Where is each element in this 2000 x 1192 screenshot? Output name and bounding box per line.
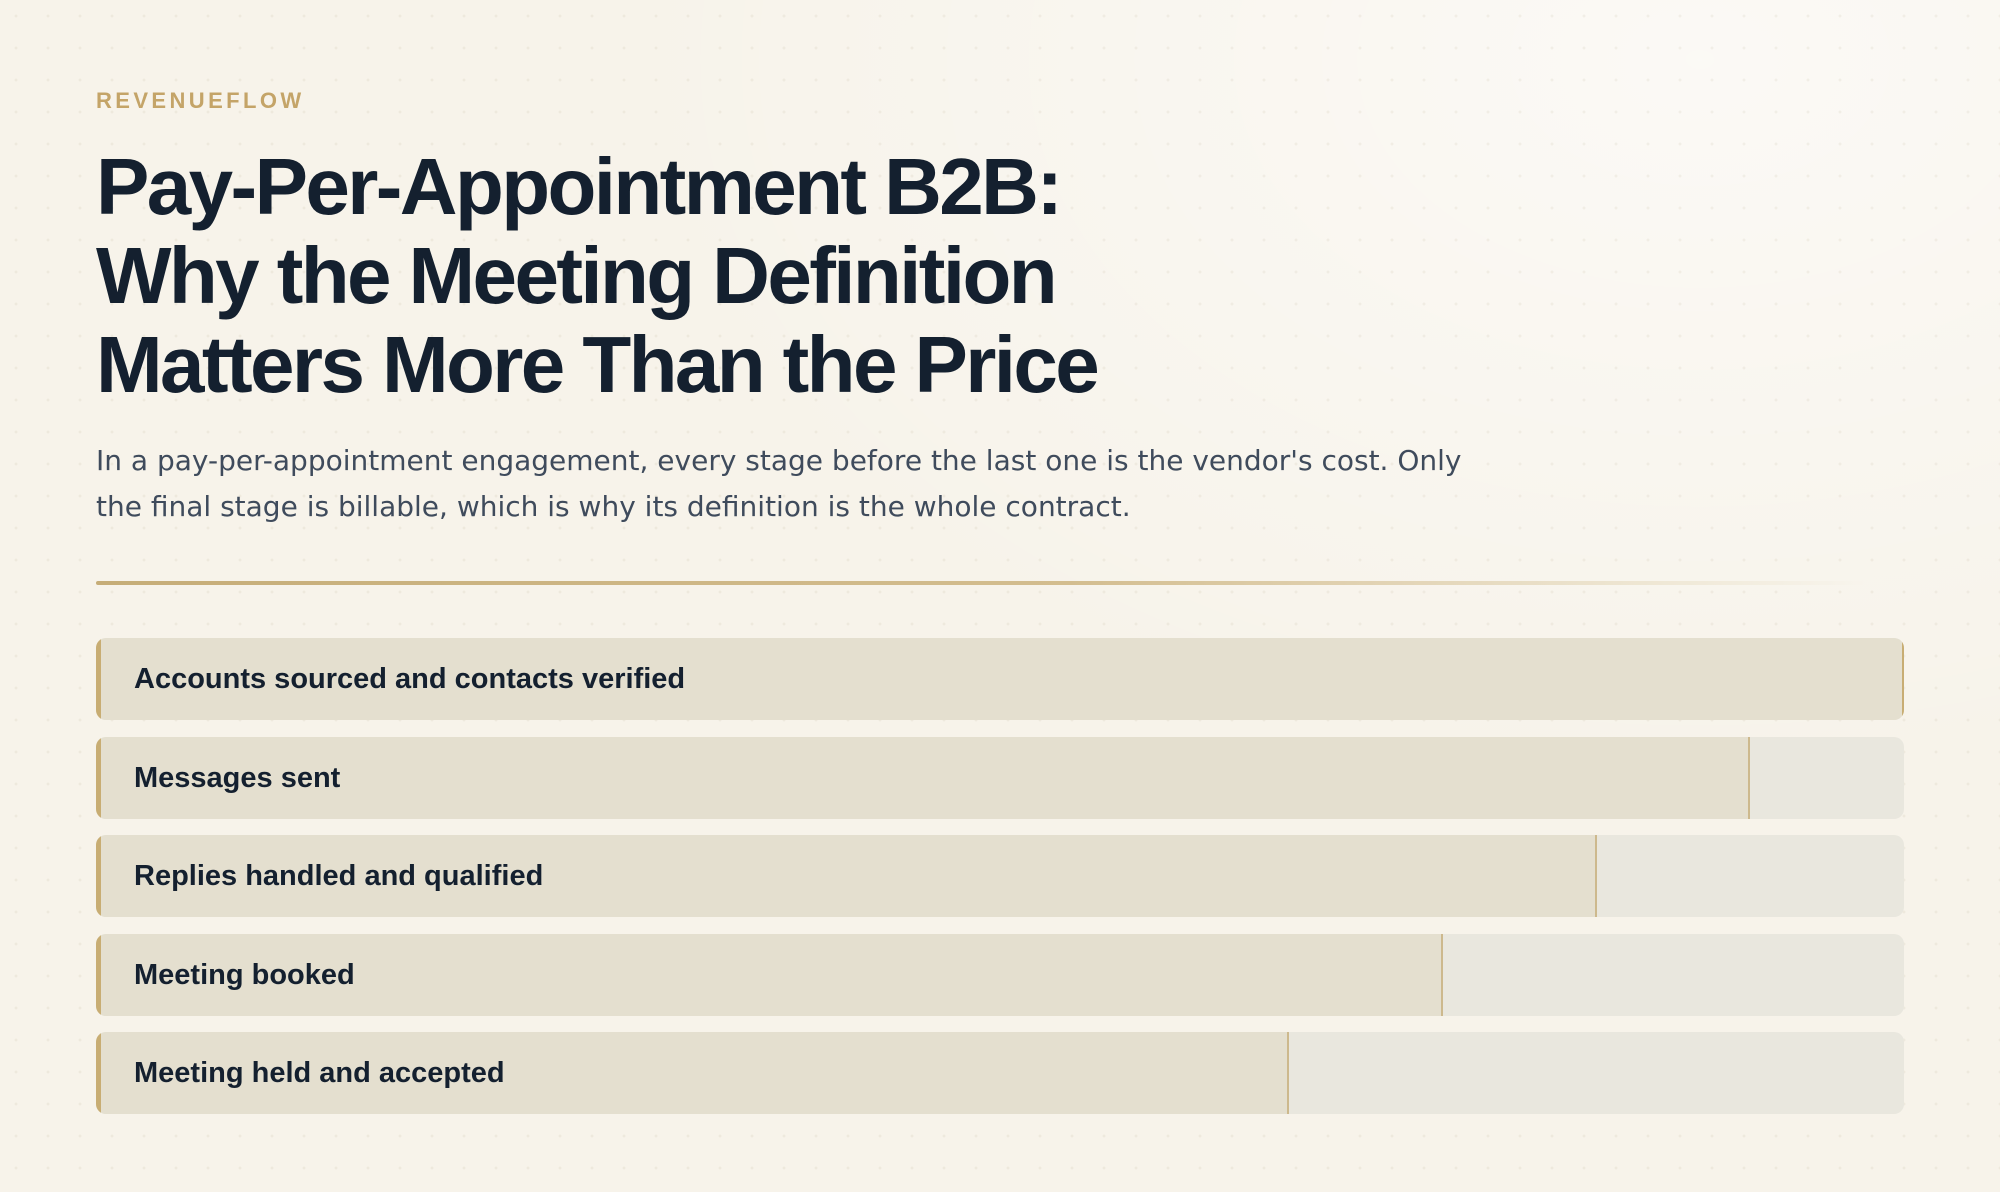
subtitle-line: In a pay-per-appointment engagement, eve…: [96, 444, 1462, 477]
title-line: Why the Meeting Definition: [96, 231, 1058, 320]
stage-label: Replies handled and qualified: [134, 860, 544, 892]
funnel-stage: Replies handled and qualified: [96, 835, 1904, 917]
stage-accent: [96, 835, 101, 917]
stage-fill-bar: [96, 638, 1904, 720]
stage-accent: [96, 638, 101, 720]
stage-fill-bar: [96, 1032, 1290, 1114]
subtitle-line: the final stage is billable, which is wh…: [96, 490, 1131, 523]
funnel-stage: Accounts sourced and contacts verified: [96, 638, 1904, 720]
stage-accent: [96, 933, 101, 1016]
stage-accent: [96, 736, 101, 819]
stage-label: Meeting booked: [134, 958, 355, 991]
page-subtitle: In a pay-per-appointment engagement, eve…: [96, 438, 1516, 530]
title-line: Matters More Than the Price: [96, 320, 1100, 409]
page-title: Pay-Per-Appointment B2B: Why the Meeting…: [96, 142, 1496, 409]
stage-label: Messages sent: [134, 761, 341, 794]
title-line: Pay-Per-Appointment B2B:: [96, 142, 1063, 231]
funnel-stage: Meeting booked: [96, 933, 1904, 1016]
stage-fill-bar: [96, 736, 1751, 819]
stage-label: Accounts sourced and contacts verified: [134, 663, 686, 695]
funnel-stage: Meeting held and accepted: [96, 1032, 1904, 1114]
funnel-stage: Messages sent: [96, 736, 1904, 819]
stage-accent: [96, 1032, 101, 1114]
stage-fill-bar: [96, 835, 1597, 917]
brand-label: REVENUEFLOW: [96, 88, 305, 113]
stage-label: Meeting held and accepted: [134, 1057, 505, 1089]
divider: [96, 581, 1866, 585]
stage-fill-bar: [96, 933, 1443, 1016]
page: REVENUEFLOW Pay-Per-Appointment B2B: Why…: [96, 0, 1904, 1192]
funnel-stages: Accounts sourced and contacts verified M…: [96, 638, 1904, 1131]
